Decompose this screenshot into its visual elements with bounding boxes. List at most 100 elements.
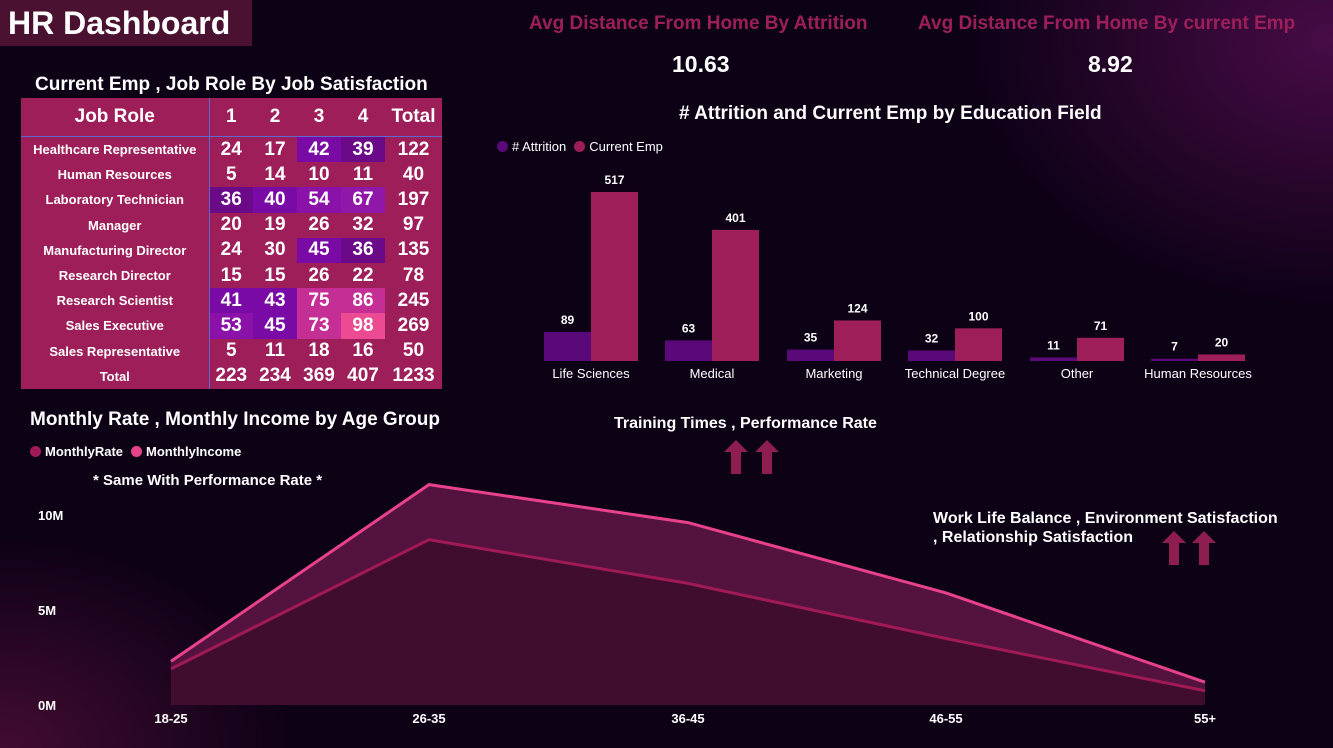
matrix-value-cell: 67 — [341, 187, 385, 213]
job-satisfaction-matrix: Job Role 1 2 3 4 Total Healthcare Repres… — [21, 98, 442, 389]
bar-attrition[interactable] — [908, 350, 955, 361]
matrix-header-total[interactable]: Total — [385, 98, 442, 137]
table-row[interactable]: Manager 20 19 26 32 97 — [21, 212, 442, 238]
table-row[interactable]: Research Scientist 41 43 75 86 245 — [21, 288, 442, 314]
bar-attrition[interactable] — [1030, 357, 1077, 361]
bar-value-label: 32 — [925, 332, 939, 346]
matrix-role-cell: Research Scientist — [21, 288, 210, 314]
bar-value-label: 124 — [847, 301, 867, 315]
matrix-total-cell: 269 — [385, 313, 442, 339]
matrix-total-cell: 50 — [385, 338, 442, 364]
legend-attrition-dot — [497, 141, 508, 152]
bar-attrition[interactable] — [787, 349, 834, 361]
table-row[interactable]: Laboratory Technician 36 40 54 67 197 — [21, 187, 442, 213]
y-tick-label: 0M — [38, 698, 56, 713]
bar-attrition[interactable] — [665, 340, 712, 361]
matrix-value-cell: 234 — [253, 363, 297, 389]
legend-monthlyrate-dot — [30, 446, 41, 457]
age-legend: MonthlyRate MonthlyIncome — [30, 444, 241, 459]
bar-current-emp[interactable] — [1198, 354, 1245, 361]
bar-current-emp[interactable] — [834, 320, 881, 361]
worklife-title-line1: Work Life Balance , Environment Satisfac… — [933, 510, 1278, 527]
matrix-value-cell: 24 — [209, 237, 253, 263]
matrix-value-cell: 30 — [253, 237, 297, 263]
legend-current-dot — [574, 141, 586, 152]
table-row[interactable]: Total 223 234 369 407 1233 — [21, 363, 442, 389]
matrix-value-cell: 42 — [297, 136, 341, 163]
matrix-header-job-role[interactable]: Job Role — [21, 98, 210, 137]
legend-monthlyincome-dot — [131, 446, 142, 457]
matrix-value-cell: 20 — [209, 212, 253, 238]
monthly-rate-area — [171, 539, 1205, 705]
matrix-header-4[interactable]: 4 — [341, 98, 385, 137]
bar-attrition[interactable] — [1151, 358, 1198, 361]
education-chart-title: # Attrition and Current Emp by Education… — [679, 103, 1102, 124]
matrix-total-cell: 40 — [385, 162, 442, 188]
bar-current-emp[interactable] — [1077, 337, 1124, 361]
bar-value-label: 11 — [1047, 338, 1060, 352]
category-label: Human Resources — [1144, 366, 1252, 381]
table-row[interactable]: Human Resources 5 14 10 11 40 — [21, 162, 442, 188]
matrix-role-cell: Healthcare Representative — [21, 136, 210, 163]
x-tick-label: 46-55 — [929, 711, 962, 726]
matrix-role-cell: Human Resources — [21, 162, 210, 188]
x-tick-label: 55+ — [1194, 711, 1216, 726]
matrix-role-cell: Manager — [21, 212, 210, 238]
table-row[interactable]: Research Director 15 15 26 22 78 — [21, 262, 442, 289]
matrix-header-2[interactable]: 2 — [253, 98, 297, 137]
bar-current-emp[interactable] — [955, 328, 1002, 361]
table-row[interactable]: Healthcare Representative 24 17 42 39 122 — [21, 136, 442, 163]
dashboard-title: HR Dashboard — [0, 0, 252, 46]
matrix-total-cell: 135 — [385, 237, 442, 263]
education-bar-chart: 89 517 Life Sciences 63 401 Medical 35 124 Marke… — [544, 173, 1252, 381]
table-row[interactable]: Sales Representative 5 11 18 16 50 — [21, 338, 442, 364]
matrix-value-cell: 11 — [253, 338, 297, 364]
legend-attrition-label[interactable]: # Attrition — [512, 139, 567, 154]
category-label: Life Sciences — [552, 366, 630, 381]
matrix-value-cell: 41 — [209, 288, 253, 314]
kpi-current-label: Avg Distance From Home By current Emp — [918, 13, 1296, 34]
bar-value-label: 7 — [1171, 340, 1178, 354]
matrix-value-cell: 369 — [297, 363, 341, 389]
bar-attrition[interactable] — [544, 331, 591, 361]
matrix-value-cell: 39 — [341, 136, 385, 163]
matrix-value-cell: 407 — [341, 363, 385, 389]
legend-monthlyincome-label[interactable]: MonthlyIncome — [146, 444, 242, 459]
matrix-role-cell: Manufacturing Director — [21, 237, 210, 263]
kpi-attrition-label: Avg Distance From Home By Attrition — [529, 13, 868, 34]
matrix-header-3[interactable]: 3 — [297, 98, 341, 137]
matrix-value-cell: 10 — [297, 162, 341, 188]
arrow-up-icon — [724, 440, 748, 474]
monthly-rate-line[interactable] — [170, 538, 1206, 693]
bar-current-emp[interactable] — [712, 229, 759, 361]
bar-value-label: 71 — [1094, 319, 1108, 333]
matrix-total-cell: 197 — [385, 187, 442, 213]
matrix-value-cell: 43 — [253, 288, 297, 314]
matrix-value-cell: 75 — [297, 288, 341, 314]
matrix-value-cell: 40 — [253, 187, 297, 213]
matrix-value-cell: 15 — [253, 262, 297, 289]
matrix-value-cell: 36 — [209, 187, 253, 213]
table-row[interactable]: Sales Executive 53 45 73 98 269 — [21, 313, 442, 339]
matrix-value-cell: 223 — [209, 363, 253, 389]
matrix-value-cell: 26 — [297, 212, 341, 238]
matrix-value-cell: 17 — [253, 136, 297, 163]
matrix-value-cell: 53 — [209, 313, 253, 339]
legend-current-label[interactable]: Current Emp — [589, 139, 663, 154]
matrix-value-cell: 22 — [341, 262, 385, 289]
matrix-total-cell: 97 — [385, 212, 442, 238]
legend-monthlyrate-label[interactable]: MonthlyRate — [45, 444, 123, 459]
matrix-value-cell: 24 — [209, 136, 253, 163]
matrix-value-cell: 26 — [297, 262, 341, 289]
monthly-income-line[interactable] — [170, 483, 1206, 684]
bar-current-emp[interactable] — [591, 191, 638, 361]
matrix-header-1[interactable]: 1 — [209, 98, 253, 137]
matrix-value-cell: 45 — [253, 313, 297, 339]
kpi-attrition-value: 10.63 — [672, 51, 730, 77]
table-row[interactable]: Manufacturing Director 24 30 45 36 135 — [21, 237, 442, 263]
arrow-up-icon — [1192, 531, 1216, 565]
matrix-value-cell: 15 — [209, 262, 253, 289]
x-tick-label: 36-45 — [671, 711, 704, 726]
category-label: Technical Degree — [905, 366, 1005, 381]
matrix-total-cell: 78 — [385, 262, 442, 289]
